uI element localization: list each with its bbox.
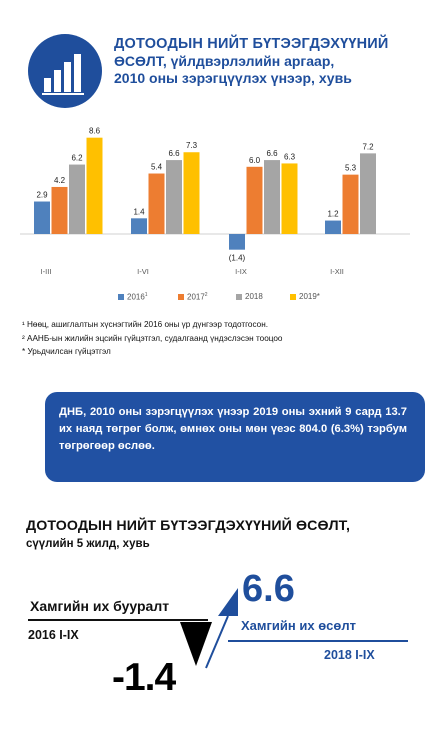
data-label-I-VI-2019: 7.3 [186,141,198,150]
legend-item-2019: 2019* [290,292,320,301]
max-growth-period: 2018 I-IX [324,648,375,662]
header: ДОТООДЫН НИЙТ БҮТЭЭГДЭХҮҮНИЙ ӨСӨЛТ, үйлд… [28,30,408,110]
legend-swatch-2016 [118,293,124,300]
legend-item-2017: 20172 [178,292,208,302]
max-decline-label: Хамгийн их бууралт [30,598,170,614]
data-label-I-IX-2018: 6.6 [266,149,278,158]
summary-text: ДНБ, 2010 оны зэрэгцүүлэх үнээр 2019 оны… [59,406,407,452]
legend-item-2016: 20161 [118,292,148,302]
data-label-I-VI-2018: 6.6 [168,149,180,158]
data-label-I-IX-2016: (1.4) [229,254,246,263]
bar-I-III-2016 [34,201,50,234]
data-label-I-III-2019: 8.6 [89,127,101,136]
data-label-I-III-2018: 6.2 [71,154,83,163]
connector-line [205,615,229,669]
data-label-I-VI-2017: 5.4 [151,163,163,172]
data-label-I-IX-2019: 6.3 [284,152,296,161]
bar-I-XII-2017 [342,174,359,234]
bar-I-VI-2019 [183,152,200,234]
bar-I-XII-2018 [360,153,376,234]
bar-I-VI-2017 [148,173,165,234]
bar-I-VI-2016 [131,218,147,234]
max-growth-value: 6.6 [242,568,295,610]
legend-label-2017: 20172 [187,292,208,302]
legend-label-2019: 2019* [299,292,320,301]
bar-I-XII-2016 [325,220,341,234]
page-title: ДОТООДЫН НИЙТ БҮТЭЭГДЭХҮҮНИЙ ӨСӨЛТ, үйлд… [114,36,414,87]
bar-I-III-2018 [69,164,85,234]
bar-I-VI-2018 [166,160,182,234]
up-arrow-icon [218,588,238,616]
title-line-1: ДОТООДЫН НИЙТ БҮТЭЭГДЭХҮҮНИЙ [114,36,389,52]
gdp-growth-bar-chart: 2.9 4.2 6.2 8.6 I-III 1.4 5.4 6.6 7.3 I-VI (1.4) 6.… [20,127,410,276]
legend-item-2018: 2018 [236,292,263,301]
footnote-3: * Урьдчилсан гүйцэтгэл [22,347,111,356]
x-tick-label-I-IX: I-IX [235,267,247,276]
bar-I-IX-2016 [229,234,245,250]
legend-swatch-2019 [290,293,296,300]
max-growth-label: Хамгийн их өсөлт [241,618,356,633]
footnotes: ¹ Нөөц, ашиглалтын хүснэгтийн 2016 оны ү… [22,318,422,359]
bar-I-IX-2019 [281,163,298,234]
max-growth-divider [228,640,408,642]
x-tick-label-I-III: I-III [41,267,52,276]
data-label-I-XII-2017: 5.3 [345,164,357,173]
bar-I-III-2017 [51,186,68,234]
section-title-main: ДОТООДЫН НИЙТ БҮТЭЭГДЭХҮҮНИЙ ӨСӨЛТ, [26,518,351,534]
summary-box: ДНБ, 2010 оны зэрэгцүүлэх үнээр 2019 оны… [45,392,425,482]
section-title-sub: сүүлийн 5 жилд, хувь [26,538,150,550]
data-label-I-IX-2017: 6.0 [249,156,261,165]
x-tick-label-I-VI: I-VI [137,267,149,276]
bar-chart-logo-icon [28,34,102,108]
x-tick-label-I-XII: I-XII [330,267,344,276]
data-label-I-XII-2018: 7.2 [362,142,374,151]
title-line-3: 2010 оны зэрэгцүүлэх үнээр, хувь [114,70,352,86]
data-label-I-III-2016: 2.9 [36,191,48,200]
bar-I-IX-2017 [246,166,263,234]
bar-I-IX-2018 [264,160,280,234]
legend-swatch-2018 [236,293,242,300]
bar-I-III-2019 [86,137,103,234]
chart-legend: 20161 20172 2018 2019* [118,292,418,306]
footnote-2: ² ААНБ-ын жилийн эцсийн гүйцэтгэл, судал… [22,333,283,343]
legend-swatch-2017 [178,293,184,300]
section-title: ДОТООДЫН НИЙТ БҮТЭЭГДЭХҮҮНИЙ ӨСӨЛТ, сүүл… [26,518,416,550]
max-decline-period: 2016 I-IX [28,628,79,642]
max-decline-value: -1.4 [112,656,176,699]
data-label-I-VI-2016: 1.4 [133,207,145,216]
data-label-I-XII-2016: 1.2 [327,210,339,219]
data-label-I-III-2017: 4.2 [54,176,66,185]
footnote-1: ¹ Нөөц, ашиглалтын хүснэгтийн 2016 оны ү… [22,320,268,329]
title-line-2: ӨСӨЛТ, үйлдвэрлэлийн аргаар, [114,53,335,69]
legend-label-2016: 20161 [127,292,148,302]
max-decline-divider [28,619,208,621]
legend-label-2018: 2018 [245,292,263,301]
down-arrow-icon [180,622,212,666]
